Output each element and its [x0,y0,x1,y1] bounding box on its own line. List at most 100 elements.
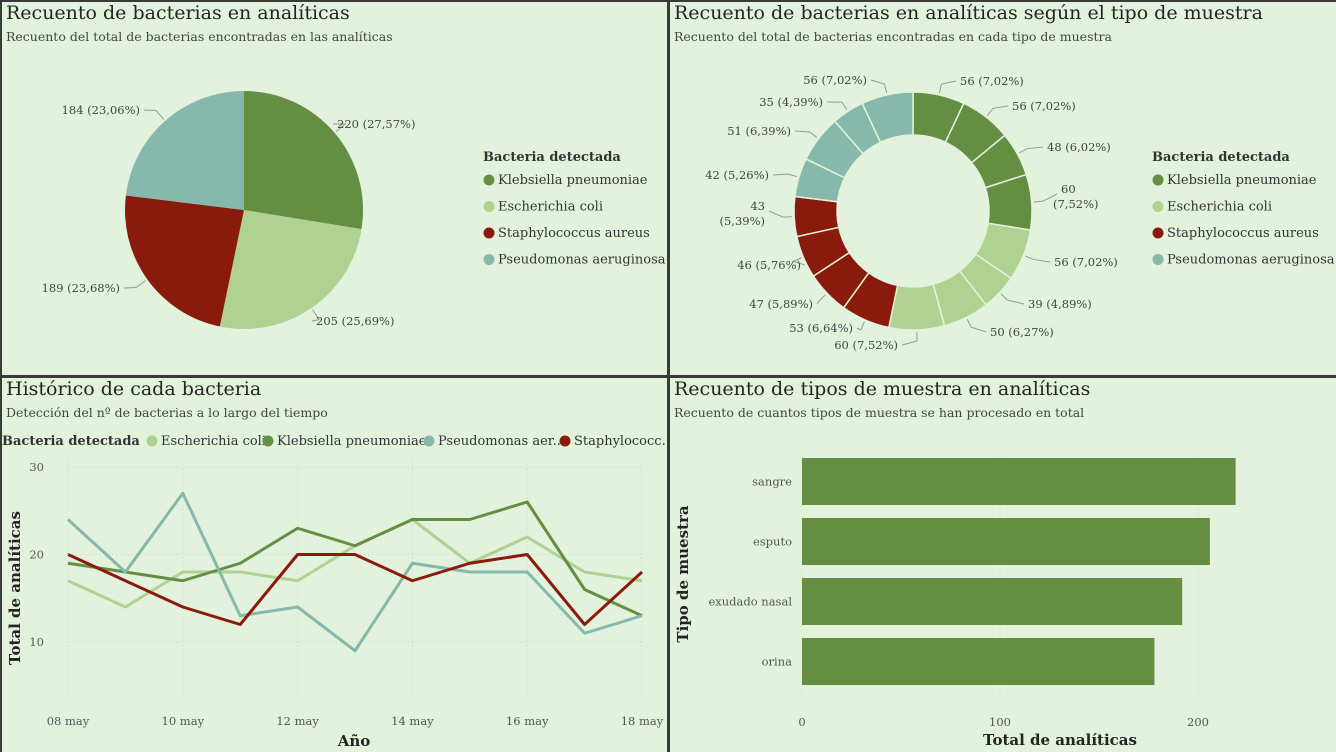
series-line[interactable] [67,553,644,626]
x-tick-label: 10 may [162,714,205,728]
bar[interactable] [802,518,1210,565]
bar-chart-panel[interactable]: Recuento de tipos de muestra en analític… [670,378,1336,752]
data-label: 42 (5,26%) [705,168,769,182]
leader-line [794,130,818,138]
legend-item-label: Escherichia coli [498,200,603,215]
legend-item-label: Pseudomonas aer... [438,434,565,449]
data-label: 39 (4,89%) [1028,297,1092,311]
leader-line [826,101,848,110]
legend-title: Bacteria detectada [2,434,140,449]
legend-item-label: Klebsiella pneumoniae [1167,173,1317,188]
x-axis-title: Total de analíticas [983,731,1137,749]
x-axis-title: Año [337,732,371,750]
data-label: 205 (25,69%) [316,314,394,328]
legend-marker[interactable] [483,174,495,186]
x-tick-label: 18 may [621,714,664,728]
x-tick-label: 16 may [506,714,549,728]
x-tick-label: 100 [989,715,1011,729]
y-tick-label: exudado nasal [708,595,792,609]
legend-item-label: Pseudomonas aeruginosa [498,253,666,268]
leader-line [986,105,1009,116]
data-label: (7,52%) [1053,197,1099,211]
legend-marker[interactable] [559,435,571,447]
data-label: 184 (23,06%) [62,103,140,117]
bar[interactable] [802,638,1155,685]
legend-item-label: Klebsiella pneumoniae [498,173,648,188]
x-tick-label: 14 may [391,714,434,728]
legend-title: Bacteria detectada [1152,150,1290,165]
bar-chart[interactable]: 0 100 200 sangre esputo exudado nasal orina Tot… [670,378,1336,752]
leader-line [856,321,865,331]
pie-slice[interactable] [244,91,363,230]
leader-line [772,173,798,178]
donut-chart-title: Recuento de bacterias en analíticas segú… [674,2,1263,24]
bar-chart-subtitle: Recuento de cuantos tipos de muestra se … [674,405,1085,420]
data-label: 35 (4,39%) [759,95,823,109]
pie-chart-title: Recuento de bacterias en analíticas [6,2,350,24]
data-label: 56 (7,02%) [803,73,867,87]
line-chart-title: Histórico de cada bacteria [6,378,262,400]
pie-slice[interactable] [219,210,362,329]
data-label: 189 (23,68%) [42,281,120,295]
y-tick-label: sangre [752,475,792,489]
y-tick-label: 10 [29,635,44,649]
leader-line [938,80,957,94]
leader-line [332,123,347,132]
data-label: 50 (6,27%) [990,325,1054,339]
legend-marker[interactable] [423,435,435,447]
legend-marker[interactable] [146,435,158,447]
x-tick-label: 12 may [276,714,319,728]
leader-line [143,109,165,120]
data-label: 60 (7,52%) [834,338,898,352]
series-line[interactable] [66,491,643,653]
legend-marker[interactable] [1152,227,1164,239]
legend-item-label: Pseudomonas aeruginosa [1167,253,1335,268]
legend-marker[interactable] [1152,254,1164,265]
data-label: 51 (6,39%) [727,124,791,138]
donut-chart-panel[interactable]: Recuento de bacterias en analíticas segú… [670,2,1336,375]
y-axis-title: Tipo de muestra [674,505,692,642]
leader-line [123,280,146,289]
donut-chart[interactable]: 56 (7,02%) 56 (7,02%) 48 (6,02%) 60(7,52%) 5… [670,2,1336,375]
data-label: 53 (6,64%) [789,321,853,335]
bar-chart-title: Recuento de tipos de muestra en analític… [674,378,1091,400]
data-label: 56 (7,02%) [960,74,1024,88]
data-label: 48 (6,02%) [1047,140,1111,154]
donut-slice[interactable] [861,91,914,144]
pie-slice[interactable] [124,195,244,327]
leader-line [1033,193,1058,203]
leader-line [768,210,793,218]
pie-chart-subtitle: Recuento del total de bacterias encontra… [6,29,393,44]
legend-item-label: Staphylococcus aureus [1167,226,1319,241]
leader-line [816,294,826,305]
data-label: 43 [750,199,765,213]
bar[interactable] [802,578,1183,625]
leader-line [311,309,321,322]
data-label: 46 (5,76%) [737,258,801,272]
legend-marker[interactable] [1152,201,1164,212]
data-label: 56 (7,02%) [1012,99,1076,113]
legend-title: Bacteria detectada [483,150,621,165]
legend-marker[interactable] [262,435,274,447]
legend-marker[interactable] [483,254,495,265]
legend-marker[interactable] [1152,174,1164,186]
legend-marker[interactable] [483,201,495,212]
data-label: 60 [1061,182,1076,196]
pie-slice[interactable] [125,91,244,210]
leader-line [791,257,806,266]
leader-line [1000,293,1025,305]
legend-marker[interactable] [483,227,495,239]
x-tick-label: 08 may [47,714,90,728]
pie-chart[interactable]: 220 (27,57%) 205 (25,69%) 189 (23,68%) 184 … [2,2,667,375]
bar[interactable] [802,458,1236,505]
leader-line [966,318,987,333]
data-label: (5,39%) [719,214,765,228]
leader-line [901,331,918,346]
leader-line [1018,146,1044,154]
pie-chart-panel[interactable]: Recuento de bacterias en analíticas Recu… [2,2,667,375]
leader-line [870,79,888,94]
line-chart[interactable]: Bacteria detectada Escherichia coli Klebsi… [2,378,667,752]
line-chart-panel[interactable]: Histórico de cada bacteria Detección del… [2,378,667,752]
series-line[interactable] [67,500,643,618]
legend-item-label: Escherichia coli [1167,200,1272,215]
